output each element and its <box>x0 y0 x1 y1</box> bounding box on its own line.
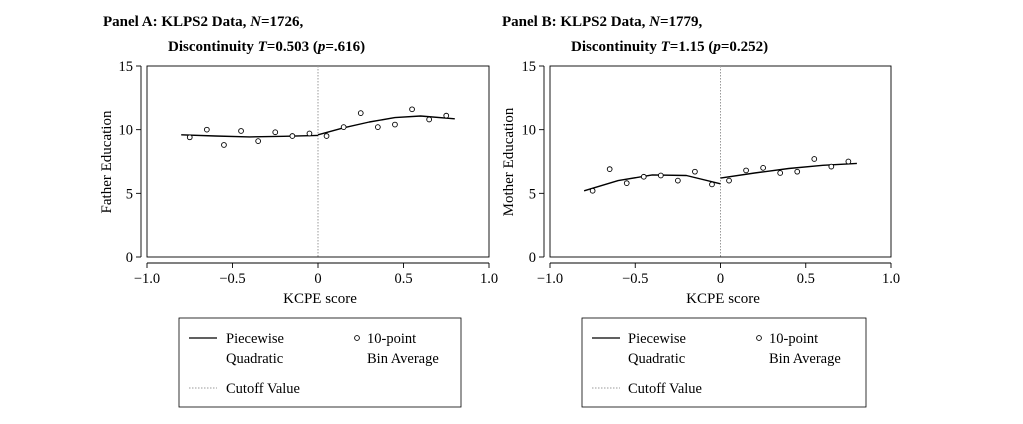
panel-a-fit-right <box>317 115 455 136</box>
panel-a-xtick-label: 0 <box>314 271 321 287</box>
panel-b-bin-point <box>828 163 835 170</box>
panel-b-fit-right <box>720 162 857 179</box>
panel-b-bin-point <box>726 177 732 184</box>
panel-a-ytick-label: 5 <box>126 186 133 202</box>
panel-a-legend-bin-line2: Bin Average <box>367 351 439 367</box>
panel-a-bin-point <box>340 124 347 130</box>
panel-b-plot-area: 0 5 10 15 −1.0 −0.5 0 0.5 1.0 <box>522 59 901 287</box>
panel-b-legend-cutoff-label: Cutoff Value <box>628 381 702 397</box>
panel-a-title-line1: Panel A: KLPS2 Data, N=1726, <box>103 14 303 30</box>
panel-a-xtick-label: −1.0 <box>134 271 160 287</box>
panel-a-legend: Piecewise Quadratic 10-point Bin Average… <box>178 317 462 408</box>
panel-a-legend-bin-key <box>354 335 360 341</box>
panel-a-xtick-label: 1.0 <box>480 271 498 287</box>
panel-a-xtick-label: −0.5 <box>219 271 245 287</box>
panel-a-bin-point <box>357 110 364 116</box>
panel-b-bin-point <box>743 167 749 174</box>
panel-b-xtick-label: −1.0 <box>537 271 563 287</box>
panel-a: Panel A: KLPS2 Data, N=1726, Discontinui… <box>99 14 498 307</box>
panel-b-legend: Piecewise Quadratic 10-point Bin Average… <box>581 317 867 408</box>
panel-b-xtick-label: −0.5 <box>622 271 648 287</box>
panel-a-bin-point <box>221 142 227 148</box>
panel-a-bin-point <box>392 121 398 128</box>
panel-b-bin-point <box>657 172 664 179</box>
panel-a-xlabel: KCPE score <box>283 291 357 307</box>
panel-b-bin-point <box>811 156 818 162</box>
panel-a-bin-point <box>238 128 244 134</box>
panel-a-legend-bin-line1: 10-point <box>367 331 416 347</box>
panel-a-legend-frame <box>178 317 462 408</box>
panel-b-bin-point <box>709 181 715 188</box>
panel-b-bin-point <box>692 168 698 175</box>
panel-b-bin-point <box>845 158 852 165</box>
panel-a-bin-point <box>289 133 296 139</box>
panel-b-legend-bin-line1: 10-point <box>769 331 818 347</box>
panel-b: Panel B: KLPS2 Data, N=1779, Discontinui… <box>501 14 900 307</box>
panel-b-bin-point <box>777 170 784 176</box>
panel-b-ytick-label: 5 <box>529 186 536 202</box>
panel-a-bin-point <box>306 130 313 137</box>
panel-a-legend-cutoff-label: Cutoff Value <box>226 381 300 397</box>
panel-b-ytick-label: 15 <box>522 59 537 75</box>
panel-a-title-line2: Discontinuity T=0.503 (p=.616) <box>168 39 365 55</box>
panel-a-ytick-label: 15 <box>119 59 134 75</box>
panel-b-bin-point <box>794 168 801 175</box>
panel-b-bin-point <box>760 165 766 171</box>
panel-b-bin-point <box>623 180 630 186</box>
panel-a-legend-fit-line2: Quadratic <box>226 351 283 367</box>
panel-b-xtick-label: 0.5 <box>797 271 815 287</box>
panel-a-bin-point <box>272 129 279 136</box>
panel-a-bin-point <box>323 133 330 139</box>
panel-b-title-line1: Panel B: KLPS2 Data, N=1779, <box>502 14 702 30</box>
panel-b-ytick-label: 10 <box>522 123 537 139</box>
panel-a-legend-fit-line1: Piecewise <box>226 331 284 347</box>
panel-b-bin-point <box>589 187 596 194</box>
panel-a-plot-area: 0 5 10 15 −1.0 −0.5 0 0.5 1.0 <box>119 59 499 287</box>
panel-a-bin-point <box>443 112 450 119</box>
panel-b-legend-fit-line2: Quadratic <box>628 351 685 367</box>
panel-b-legend-fit-line1: Piecewise <box>628 331 686 347</box>
panel-b-legend-frame <box>581 317 867 408</box>
panel-a-bin-point <box>255 138 262 144</box>
panel-a-ytick-label: 10 <box>119 123 134 139</box>
panel-a-ytick-label: 0 <box>126 250 133 266</box>
panel-a-ylabel: Father Education <box>99 110 115 213</box>
panel-b-ytick-label: 0 <box>529 250 536 266</box>
panel-b-legend-bin-key <box>756 335 762 341</box>
panel-b-fit-left <box>583 174 721 192</box>
panel-b-xlabel: KCPE score <box>686 291 760 307</box>
panel-b-bin-point <box>606 166 613 172</box>
panel-b-xtick-label: 1.0 <box>882 271 900 287</box>
panel-b-xtick-label: 0 <box>717 271 724 287</box>
panel-a-bin-point <box>409 106 415 113</box>
panel-b-bin-point <box>640 173 647 180</box>
panel-a-fit-left <box>181 134 319 138</box>
panel-b-ylabel: Mother Education <box>501 107 517 216</box>
panel-a-bin-point <box>186 134 193 141</box>
panel-b-bin-point <box>675 177 681 184</box>
panel-b-legend-bin-line2: Bin Average <box>769 351 841 367</box>
panel-a-bin-point <box>204 126 210 133</box>
panel-a-bin-point <box>426 116 433 123</box>
panel-b-title-line2: Discontinuity T=1.15 (p=0.252) <box>571 39 768 55</box>
panel-a-bin-point <box>375 124 381 130</box>
panel-a-xtick-label: 0.5 <box>394 271 412 287</box>
